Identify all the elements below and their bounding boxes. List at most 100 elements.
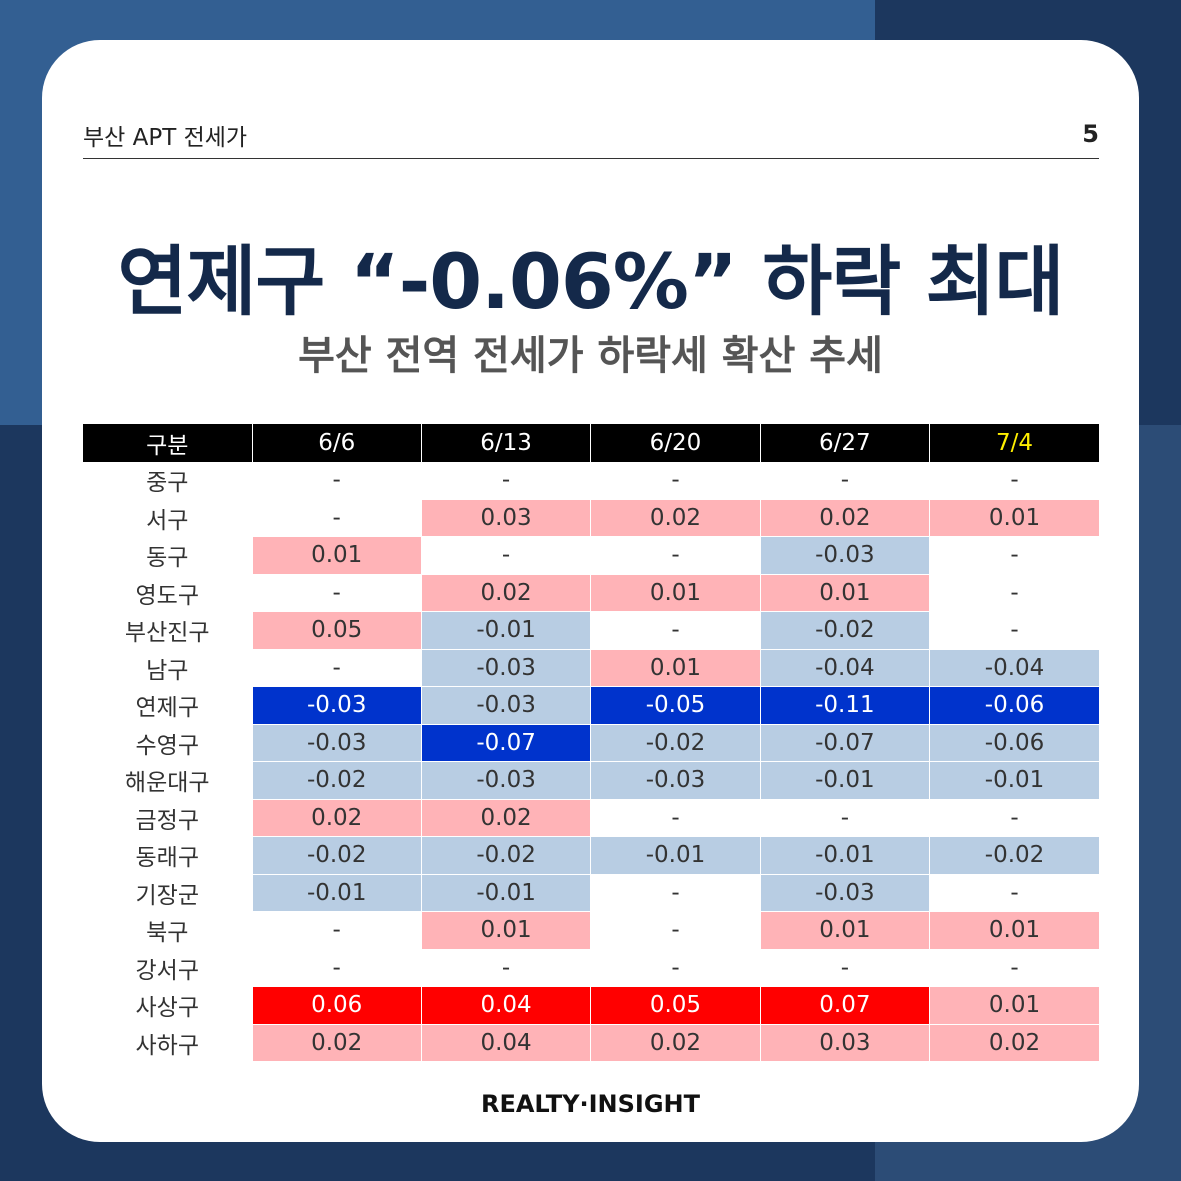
table-row: 사하구 0.02 0.04 0.02 0.03 0.02: [83, 1024, 1099, 1062]
value-cell: -: [590, 799, 761, 837]
district-name-cell: 연제구: [83, 686, 253, 725]
value-cell: -: [590, 536, 761, 575]
value-cell: 0.01: [760, 574, 931, 612]
district-name-cell: 북구: [83, 911, 253, 950]
value-cell: 0.01: [929, 986, 1099, 1025]
value-cell: -0.02: [421, 836, 592, 875]
value-cell: -0.02: [252, 761, 422, 800]
table-body: 중구 - - - - - 서구 -0.03 0.02 0.02 0.01 동구 0.01- - -0.03-…: [83, 461, 1099, 1062]
table-row: 남구 - -0.03 0.01 -0.04 -0.04: [83, 649, 1099, 687]
value-cell: 0.01: [929, 499, 1099, 537]
value-cell: 0.04: [421, 986, 592, 1025]
brand-footer: REALTY·INSIGHT: [480, 1090, 701, 1118]
district-name-cell: 서구: [83, 499, 253, 537]
page-subtitle: 부산 전역 전세가 하락세 확산 추세: [298, 333, 883, 379]
value-cell: -: [929, 536, 1099, 575]
table-header-row: 구분 6/6 6/13 6/20 6/27 7/4: [83, 424, 1099, 462]
value-cell: 0.03: [760, 1024, 931, 1062]
table-row: 금정구 0.02 0.02- - -: [83, 799, 1099, 837]
value-cell: 0.05: [252, 611, 422, 650]
value-cell: -: [252, 949, 422, 987]
value-cell: 0.01: [590, 574, 761, 612]
value-cell: -: [590, 911, 761, 950]
value-cell: -0.01: [760, 761, 931, 800]
district-name-cell: 동래구: [83, 836, 253, 875]
header-cell-date: 6/20: [590, 424, 761, 462]
value-cell: -: [929, 874, 1099, 912]
table-row: 수영구 -0.03 -0.07 -0.02 -0.07 -0.06: [83, 724, 1099, 762]
top-bar: 부산 APT 전세가 5: [83, 118, 1099, 159]
value-cell: -: [590, 611, 761, 650]
header-cell-date: 6/13: [421, 424, 592, 462]
table-row: 동래구 -0.02 -0.02 -0.01 -0.01 -0.02: [83, 836, 1099, 875]
value-cell: 0.02: [421, 574, 592, 612]
value-cell: -: [929, 461, 1099, 500]
value-cell: 0.01: [929, 911, 1099, 950]
value-cell: -0.07: [421, 724, 592, 762]
district-name-cell: 부산진구: [83, 611, 253, 650]
value-cell: -0.03: [252, 724, 422, 762]
value-cell: -0.01: [590, 836, 761, 875]
value-cell: -0.07: [760, 724, 931, 762]
value-cell: -: [590, 461, 761, 500]
content-card: 부산 APT 전세가 5 연제구 “-0.06%” 하락 최대 부산 전역 전세…: [42, 40, 1139, 1142]
district-name-cell: 사하구: [83, 1024, 253, 1062]
value-cell: -: [421, 461, 592, 500]
district-name-cell: 수영구: [83, 724, 253, 762]
value-cell: 0.07: [760, 986, 931, 1025]
value-cell: -: [929, 799, 1099, 837]
value-cell: -0.01: [421, 874, 592, 912]
header-cell-date: 6/27: [760, 424, 931, 462]
district-name-cell: 기장군: [83, 874, 253, 912]
page-title: 연제구 “-0.06%” 하락 최대: [117, 237, 1065, 326]
value-cell: -0.06: [929, 686, 1099, 725]
value-cell: -0.11: [760, 686, 931, 725]
value-cell: 0.02: [929, 1024, 1099, 1062]
value-cell: -0.06: [929, 724, 1099, 762]
value-cell: -: [252, 461, 422, 500]
table-row: 서구 -0.03 0.02 0.02 0.01: [83, 499, 1099, 537]
district-name-cell: 사상구: [83, 986, 253, 1025]
table-row: 중구 - - - - -: [83, 461, 1099, 500]
value-cell: -0.01: [421, 611, 592, 650]
page-number: 5: [1082, 120, 1099, 148]
value-cell: 0.01: [252, 536, 422, 575]
district-name-cell: 해운대구: [83, 761, 253, 800]
table-row: 부산진구 0.05 -0.01- -0.02-: [83, 611, 1099, 650]
table-row: 강서구 - - - - -: [83, 949, 1099, 987]
value-cell: -0.02: [252, 836, 422, 875]
value-cell: -: [590, 949, 761, 987]
header-cell-category: 구분: [83, 424, 253, 462]
table-row: 동구 0.01- - -0.03-: [83, 536, 1099, 575]
value-cell: 0.02: [252, 799, 422, 837]
value-cell: -: [252, 499, 422, 537]
value-cell: -0.04: [929, 649, 1099, 687]
district-name-cell: 중구: [83, 461, 253, 500]
table-row: 연제구 -0.03 -0.03 -0.05 -0.11 -0.06: [83, 686, 1099, 725]
value-cell: -0.01: [760, 836, 931, 875]
table-row: 해운대구 -0.02 -0.03 -0.03 -0.01 -0.01: [83, 761, 1099, 800]
value-cell: 0.02: [760, 499, 931, 537]
value-cell: -: [760, 461, 931, 500]
value-cell: -0.01: [929, 761, 1099, 800]
value-cell: -: [760, 799, 931, 837]
header-cell-date: 7/4: [929, 424, 1099, 462]
value-cell: -: [590, 874, 761, 912]
table-row: 사상구 0.06 0.04 0.05 0.07 0.01: [83, 986, 1099, 1025]
district-name-cell: 동구: [83, 536, 253, 575]
value-cell: -: [929, 574, 1099, 612]
district-name-cell: 영도구: [83, 574, 253, 612]
value-cell: 0.05: [590, 986, 761, 1025]
value-cell: -0.03: [421, 761, 592, 800]
value-cell: -: [421, 949, 592, 987]
value-cell: 0.04: [421, 1024, 592, 1062]
table-row: 영도구 -0.02 0.01 0.01-: [83, 574, 1099, 612]
value-cell: -0.02: [590, 724, 761, 762]
value-cell: -: [421, 536, 592, 575]
value-cell: -: [252, 574, 422, 612]
value-cell: 0.06: [252, 986, 422, 1025]
section-label: 부산 APT 전세가: [83, 125, 248, 151]
value-cell: -0.04: [760, 649, 931, 687]
value-cell: 0.01: [590, 649, 761, 687]
value-cell: -0.02: [760, 611, 931, 650]
